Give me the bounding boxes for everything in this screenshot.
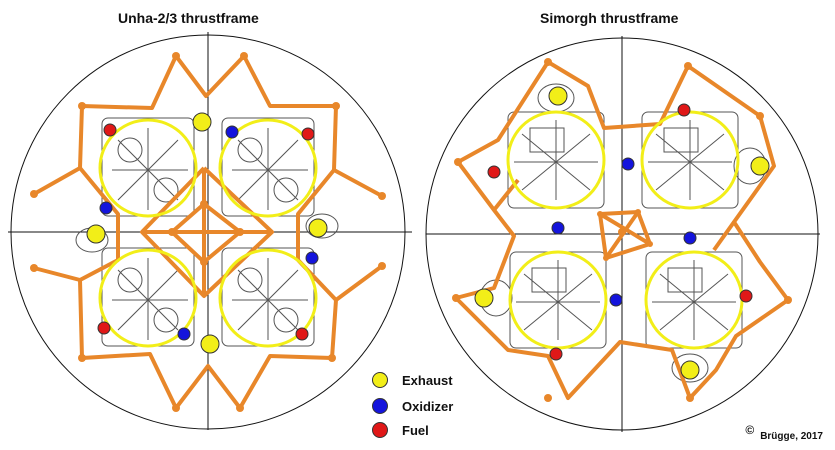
unha-fuel-markers <box>97 123 315 341</box>
unha-title: Unha-2/3 thrustframe <box>118 10 259 26</box>
legend-exhaust: Exhaust <box>372 370 453 390</box>
simorgh-exhaust-markers <box>474 86 770 380</box>
unha-engine-3 <box>98 248 198 348</box>
copyright-credit: © Brügge, 2017 <box>745 423 823 442</box>
unha-engine-2 <box>218 118 318 218</box>
simorgh-oxidizer-markers <box>551 157 697 307</box>
unha-oxidizer-markers <box>99 125 319 341</box>
unha-diagram <box>8 32 412 430</box>
simorgh-engine-1 <box>506 110 606 210</box>
exhaust-swatch <box>372 372 388 388</box>
simorgh-frame-nodes <box>452 58 792 402</box>
simorgh-title: Simorgh thrustframe <box>540 10 679 26</box>
unha-exhaust-markers <box>86 112 328 354</box>
credit-text: Brügge, 2017 <box>760 431 823 442</box>
unha-engine-1 <box>98 118 198 218</box>
simorgh-fuel-markers <box>487 103 753 361</box>
legend-fuel-label: Fuel <box>402 422 429 438</box>
oxidizer-swatch <box>372 398 388 414</box>
legend-oxidizer-label: Oxidizer <box>402 398 454 414</box>
legend-oxidizer: Oxidizer <box>372 396 453 416</box>
unha-engine-rings <box>98 118 318 348</box>
unha-frame-nodes <box>30 52 386 412</box>
simorgh-diagram <box>425 36 820 432</box>
unha-engine-drawings <box>75 117 339 347</box>
fuel-swatch <box>372 422 388 438</box>
copyright-symbol: © <box>745 423 755 437</box>
unha-engine-4 <box>218 248 318 348</box>
legend-fuel: Fuel <box>372 420 429 440</box>
legend-exhaust-label: Exhaust <box>402 372 453 388</box>
